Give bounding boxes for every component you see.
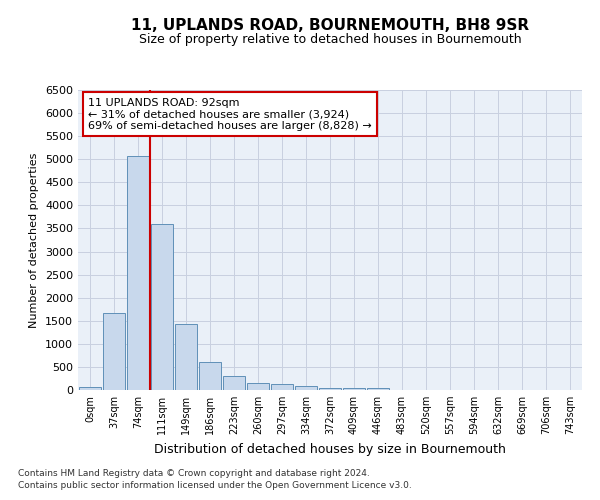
Bar xyxy=(247,383,269,390)
Text: Size of property relative to detached houses in Bournemouth: Size of property relative to detached ho… xyxy=(139,32,521,46)
Bar xyxy=(79,387,101,390)
Bar xyxy=(319,388,341,390)
Bar xyxy=(127,156,149,390)
Text: Contains HM Land Registry data © Crown copyright and database right 2024.: Contains HM Land Registry data © Crown c… xyxy=(18,468,370,477)
X-axis label: Distribution of detached houses by size in Bournemouth: Distribution of detached houses by size … xyxy=(154,442,506,456)
Bar xyxy=(295,386,317,390)
Bar xyxy=(103,314,125,390)
Bar xyxy=(223,376,245,390)
Text: Contains public sector information licensed under the Open Government Licence v3: Contains public sector information licen… xyxy=(18,481,412,490)
Bar xyxy=(271,384,293,390)
Bar xyxy=(367,388,389,390)
Text: 11, UPLANDS ROAD, BOURNEMOUTH, BH8 9SR: 11, UPLANDS ROAD, BOURNEMOUTH, BH8 9SR xyxy=(131,18,529,32)
Y-axis label: Number of detached properties: Number of detached properties xyxy=(29,152,40,328)
Bar xyxy=(175,324,197,390)
Bar xyxy=(199,362,221,390)
Bar xyxy=(343,388,365,390)
Bar xyxy=(151,224,173,390)
Text: 11 UPLANDS ROAD: 92sqm
← 31% of detached houses are smaller (3,924)
69% of semi-: 11 UPLANDS ROAD: 92sqm ← 31% of detached… xyxy=(88,98,372,130)
